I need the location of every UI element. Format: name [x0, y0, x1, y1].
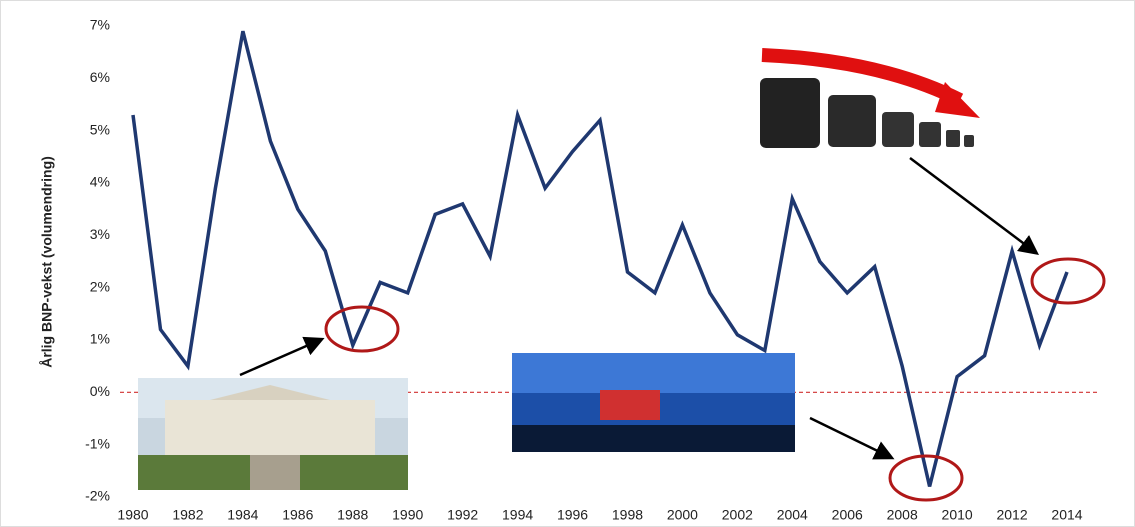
x-tick-label: 1994	[502, 507, 533, 523]
x-tick-label: 2004	[777, 507, 808, 523]
x-tick-label: 1998	[612, 507, 643, 523]
y-tick-label: 1%	[90, 331, 110, 347]
building-photo	[138, 378, 408, 490]
x-tick-label: 1988	[337, 507, 368, 523]
x-tick-label: 2014	[1051, 507, 1082, 523]
x-tick-label: 2008	[887, 507, 918, 523]
data-line	[131, 30, 1069, 487]
x-tick-label: 2012	[996, 507, 1027, 523]
y-tick-label: 3%	[90, 226, 110, 242]
oil-barrels	[760, 48, 980, 148]
x-tick-label: 1996	[557, 507, 588, 523]
x-tick-label: 1980	[117, 507, 148, 523]
x-tick-label: 1992	[447, 507, 478, 523]
y-tick-label: 7%	[90, 17, 110, 33]
y-tick-label: 6%	[90, 69, 110, 85]
y-tick-label: 5%	[90, 121, 110, 137]
x-tick-label: 2010	[942, 507, 973, 523]
y-tick-label: 2%	[90, 278, 110, 294]
x-tick-label: 1982	[172, 507, 203, 523]
y-axis-label: Årlig BNP-vekst (volumendring)	[39, 156, 55, 368]
trading-photo	[512, 353, 795, 452]
x-tick-label: 2002	[722, 507, 753, 523]
y-tick-label: -1%	[85, 435, 110, 451]
illustrations	[138, 48, 980, 490]
x-tick-label: 2000	[667, 507, 698, 523]
x-tick-label: 2006	[832, 507, 863, 523]
y-tick-label: 4%	[90, 174, 110, 190]
x-tick-label: 1990	[392, 507, 423, 523]
annotations	[239, 157, 1106, 502]
x-tick-label: 1984	[227, 507, 258, 523]
y-tick-label: -2%	[85, 488, 110, 504]
y-tick-label: 0%	[90, 383, 110, 399]
x-tick-label: 1986	[282, 507, 313, 523]
